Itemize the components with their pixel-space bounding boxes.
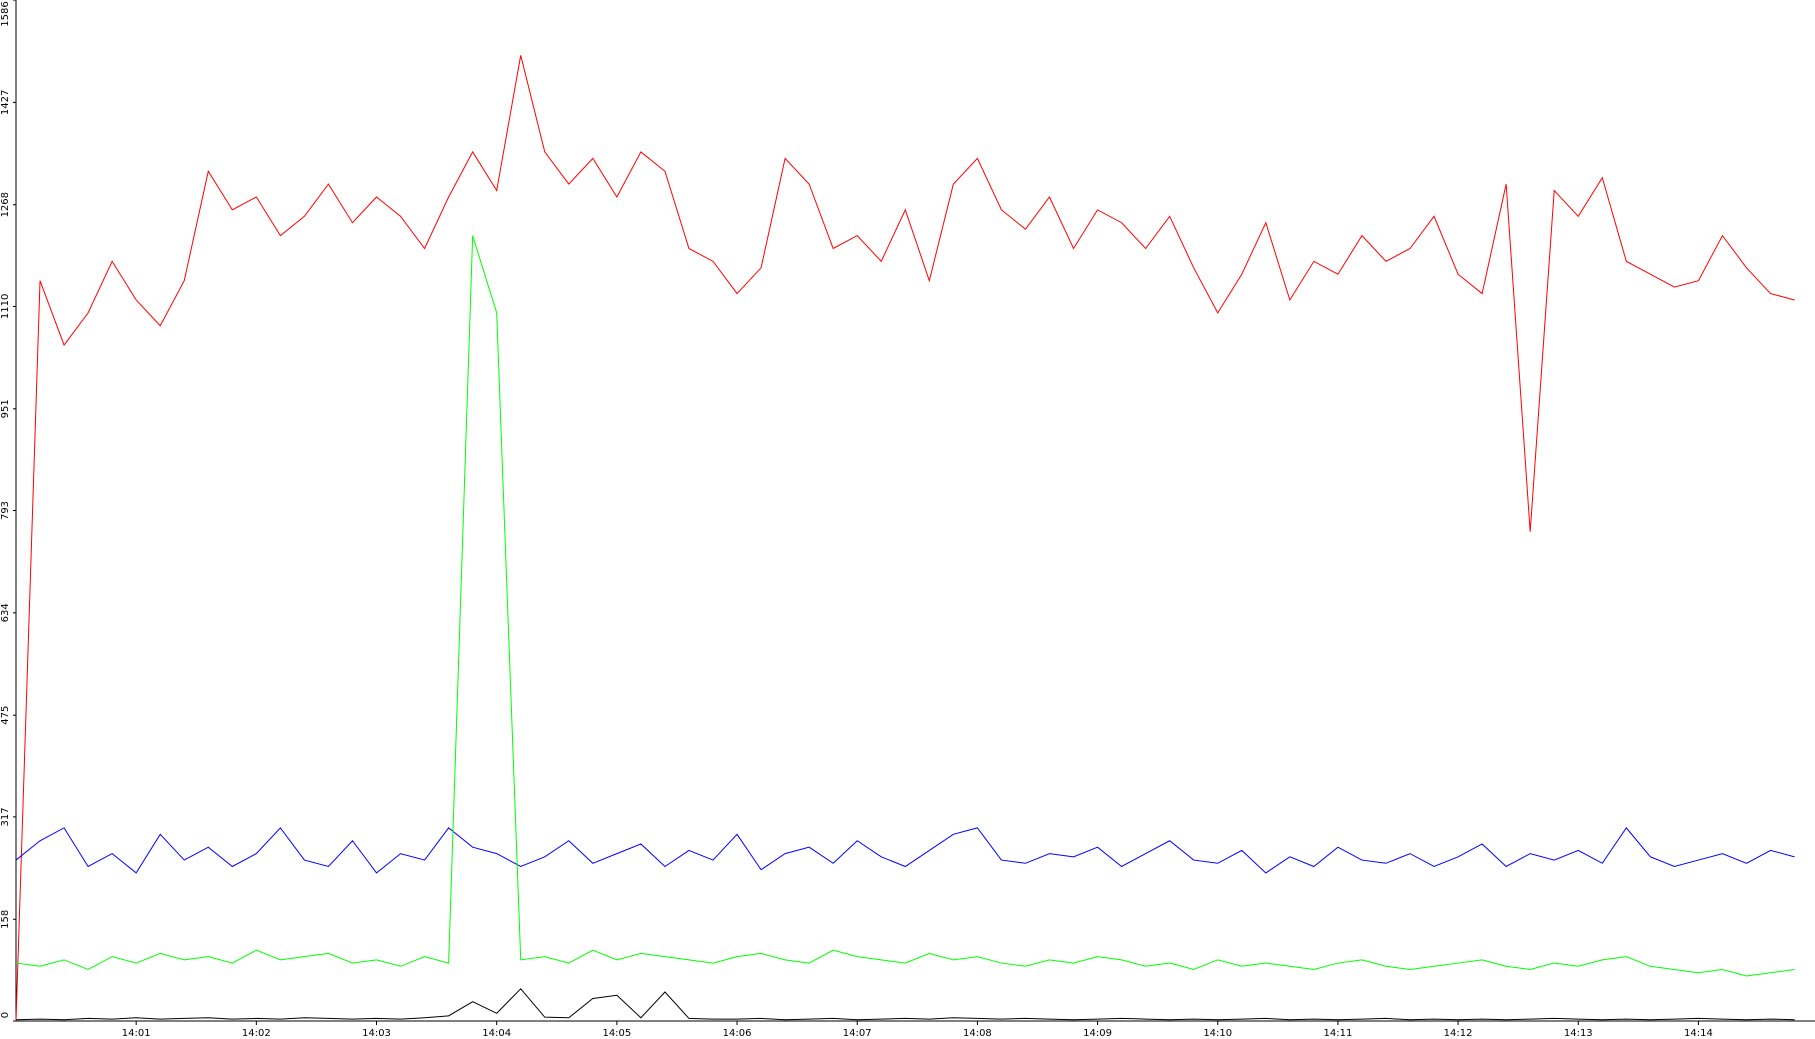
x-tick-label: 14:10 [1203, 1028, 1232, 1039]
x-tick-label: 14:12 [1444, 1028, 1473, 1039]
y-tick-label: 475 [0, 706, 11, 725]
y-tick-label: 1268 [0, 192, 11, 217]
y-tick-label: 1586 [0, 1, 11, 26]
series-line [15, 988, 1795, 1021]
y-tick-label: 793 [0, 501, 11, 520]
x-tick-label: 14:11 [1323, 1028, 1352, 1039]
x-tick-label: 14:13 [1564, 1028, 1593, 1039]
y-tick-label: 1427 [0, 90, 11, 115]
x-tick-label: 14:05 [602, 1028, 631, 1039]
y-tick-label: 951 [0, 399, 11, 418]
y-tick-label: 1110 [0, 294, 11, 319]
y-tick-label: 158 [0, 910, 11, 929]
series-line [15, 55, 1795, 1022]
y-tick-label: 0 [0, 1012, 11, 1018]
x-tick-label: 14:08 [963, 1028, 992, 1039]
y-tick-label: 317 [0, 807, 11, 826]
x-tick-label: 14:07 [843, 1028, 872, 1039]
x-tick-label: 14:03 [362, 1028, 391, 1039]
x-tick-label: 14:04 [482, 1028, 511, 1039]
x-tick-label: 14:02 [242, 1028, 271, 1039]
x-tick-label: 14:14 [1684, 1028, 1713, 1039]
y-tick-label: 634 [0, 603, 11, 622]
series-line [15, 235, 1795, 977]
x-tick-label: 14:01 [122, 1028, 151, 1039]
series-line [15, 827, 1795, 874]
x-tick-label: 14:09 [1083, 1028, 1112, 1039]
x-tick-label: 14:06 [723, 1028, 752, 1039]
